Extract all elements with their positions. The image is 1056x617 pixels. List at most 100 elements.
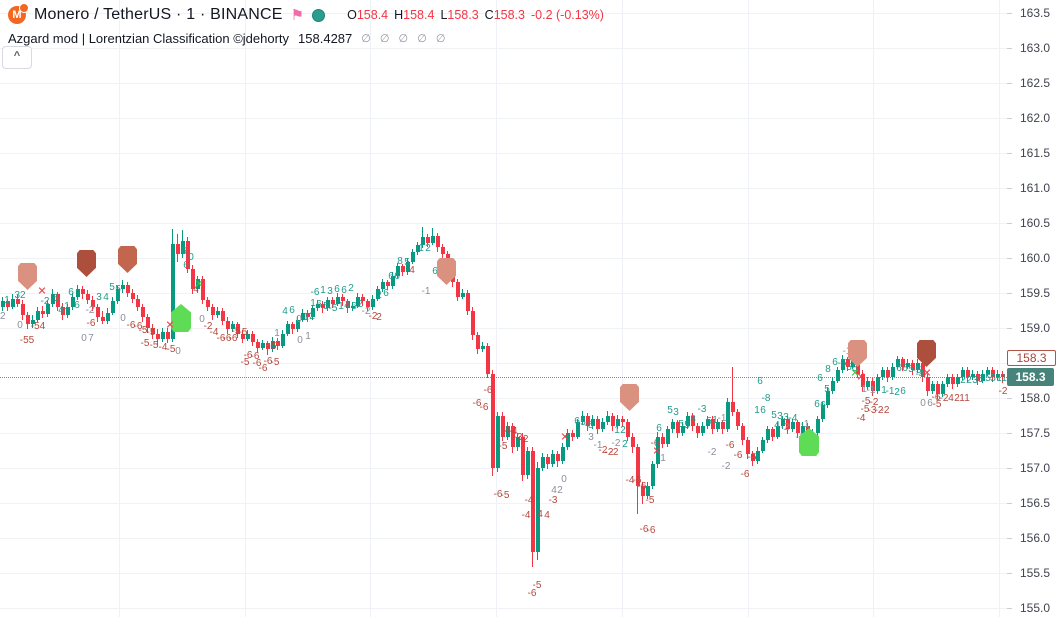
h-gridline: [0, 293, 1007, 294]
candle-body: [261, 343, 265, 348]
prediction-value-label: 0: [561, 474, 567, 485]
chart-canvas[interactable]: 92132-2541660-54-55-23455-60-6-6-5-507-5…: [0, 0, 1007, 617]
prediction-value-label: -2: [721, 461, 731, 472]
candle-body: [136, 299, 140, 307]
candle-body: [936, 384, 940, 394]
prediction-value-label: 6: [316, 299, 322, 310]
collapse-legend-button[interactable]: ^: [2, 46, 32, 69]
candle-body: [861, 374, 865, 387]
h-gridline: [0, 223, 1007, 224]
axis-tick: [1007, 608, 1012, 609]
v-gridline: [999, 0, 1000, 617]
axis-tick: [1007, 223, 1012, 224]
status-dot-icon[interactable]: [312, 8, 326, 22]
symbol-title[interactable]: Monero / TetherUS · 1 · BINANCE: [34, 6, 283, 23]
sell-signal-icon: [917, 340, 936, 367]
prediction-value-label: 1: [996, 373, 1002, 384]
prediction-value-label: 3: [96, 292, 102, 303]
prediction-value-label: -2: [609, 447, 619, 458]
prediction-value-label: -6: [258, 363, 268, 374]
candle-body: [746, 440, 750, 454]
prediction-value-label: 0: [175, 346, 181, 357]
prediction-value-label: -2: [869, 397, 879, 408]
candle-body: [81, 289, 85, 294]
price-axis-label: 157.5: [1020, 426, 1051, 440]
candle-body: [971, 374, 975, 377]
h-gridline: [0, 118, 1007, 119]
candle-body: [551, 454, 555, 464]
prediction-value-label: 2: [954, 393, 960, 404]
candle-body: [891, 367, 895, 377]
last-close-price-label: 158.3: [1007, 350, 1056, 366]
candle-body: [566, 433, 570, 447]
prediction-value-label: 6: [334, 284, 340, 295]
sell-signal-icon: [437, 258, 456, 285]
candle-body: [916, 363, 920, 370]
candle-body: [96, 307, 100, 317]
prediction-value-label: -1: [800, 419, 810, 430]
prediction-value-label: -8: [761, 393, 771, 404]
prediction-value-label: 1: [964, 393, 970, 404]
candle-body: [266, 343, 270, 349]
prediction-value-label: 6: [183, 260, 189, 271]
prediction-value-label: -4: [501, 425, 511, 436]
candle-body: [6, 301, 10, 307]
candle-body: [16, 299, 20, 304]
prediction-value-label: 1: [959, 393, 965, 404]
candle-body: [206, 300, 210, 307]
prediction-value-label: 6: [814, 399, 820, 410]
candle-body: [641, 486, 645, 496]
prediction-value-label: -5: [140, 338, 150, 349]
candle-body: [1001, 374, 1005, 377]
prediction-value-label: 1: [274, 328, 280, 339]
candle-body: [526, 451, 530, 475]
candle-body: [736, 412, 740, 426]
candle-body: [456, 282, 460, 297]
candle-body: [946, 377, 950, 384]
v-gridline: [370, 0, 371, 617]
candle-body: [301, 313, 305, 320]
candle-body: [226, 321, 230, 329]
prediction-value-label: -6: [527, 588, 537, 599]
prediction-value-label: 4: [103, 292, 109, 303]
prediction-value-label: -2: [998, 386, 1008, 397]
prediction-value-label: -5: [149, 340, 159, 351]
prediction-value-label: -5: [138, 325, 148, 336]
h-gridline: [0, 83, 1007, 84]
candle-body: [531, 451, 535, 552]
prediction-value-label: 5: [990, 373, 996, 384]
candle-body: [761, 440, 765, 451]
prediction-value-label: -5: [912, 365, 922, 376]
price-axis-label: 156.5: [1020, 496, 1051, 510]
candle-body: [941, 384, 945, 394]
indicator-row[interactable]: Azgard mod | Lorentzian Classification ©…: [8, 29, 604, 47]
candle-body: [391, 276, 395, 286]
candle-body: [126, 285, 130, 293]
candle-body: [846, 359, 850, 367]
axis-tick: [1007, 13, 1012, 14]
prediction-value-label: -1: [866, 385, 876, 396]
candle-body: [111, 301, 115, 313]
buy-signal-icon: [799, 428, 819, 456]
axis-tick: [1007, 153, 1012, 154]
prediction-value-label: 2: [425, 243, 431, 254]
prediction-value-label: -5: [932, 399, 942, 410]
sell-signal-icon: [118, 246, 137, 273]
h-gridline: [0, 258, 1007, 259]
candle-body: [161, 332, 165, 339]
axis-tick: [1007, 83, 1012, 84]
price-axis[interactable]: 158.3 158.3 163.5 163.0 162.5 162.0 161.5 161…: [1007, 0, 1056, 617]
candle-body: [716, 422, 720, 429]
candle-body: [411, 252, 415, 262]
candle-body: [511, 426, 515, 447]
prediction-value-label: -6: [133, 321, 143, 332]
prediction-value-label: 5: [667, 405, 673, 416]
monero-logo-icon: M: [8, 3, 29, 24]
flag-icon[interactable]: ⚑: [290, 6, 305, 24]
prediction-value-label: -6: [650, 438, 660, 449]
prediction-value-label: 5: [53, 293, 59, 304]
prediction-value-label: 5: [985, 373, 991, 384]
candle-body: [341, 297, 345, 301]
h-gridline: [0, 48, 1007, 49]
prediction-value-label: -6: [216, 333, 226, 344]
